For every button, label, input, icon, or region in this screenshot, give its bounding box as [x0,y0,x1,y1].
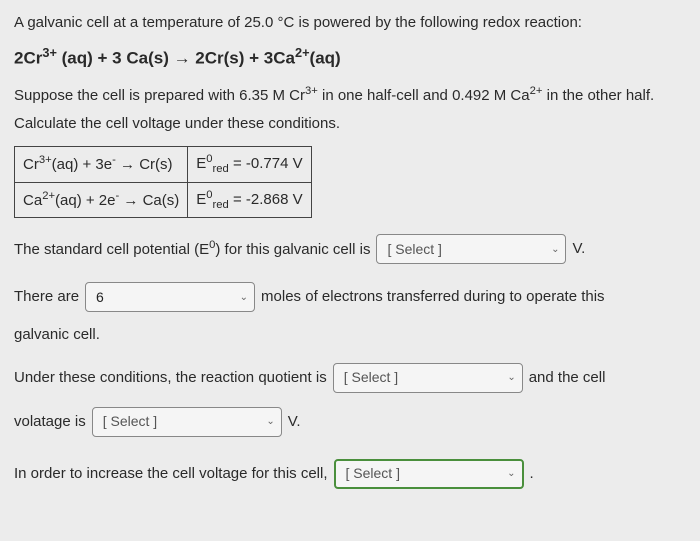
select-placeholder: [ Select ] [103,411,157,432]
intro-text: A galvanic cell at a temperature of 25.0… [14,12,686,35]
cell-voltage-select[interactable]: [ Select ] ⌄ [92,407,282,437]
chevron-down-icon: ⌄ [507,466,515,481]
q3-pre: Under these conditions, the reaction quo… [14,367,327,390]
standard-potential-select[interactable]: [ Select ] ⌄ [376,234,566,264]
half-potential-2: E0red = -2.868 V [188,182,311,218]
select-placeholder: [ Select ] [344,367,398,388]
half-cell-table: Cr3+(aq) + 3e- → Cr(s) E0red = -0.774 V … [14,146,312,219]
table-row: Ca2+(aq) + 2e- → Ca(s) E0red = -2.868 V [15,182,312,218]
half-reaction-2: Ca2+(aq) + 2e- → Ca(s) [15,182,188,218]
chevron-down-icon: ⌄ [507,370,515,385]
chevron-down-icon: ⌄ [240,290,248,305]
volt-label: V. [572,238,585,261]
period: . [530,463,534,486]
q1-text: The standard cell potential (E0) for thi… [14,237,370,262]
reaction-quotient-select[interactable]: [ Select ] ⌄ [333,363,523,393]
increase-voltage-select[interactable]: [ Select ] ⌄ [334,459,524,489]
chevron-down-icon: ⌄ [551,242,559,257]
half-potential-1: E0red = -0.774 V [188,146,311,182]
half-reaction-1: Cr3+(aq) + 3e- → Cr(s) [15,146,188,182]
redox-equation: 2Cr3+ (aq) + 3 Ca(s) → 2Cr(s) + 3Ca2+(aq… [14,43,686,71]
q2-post: moles of electrons transferred during to… [261,286,605,309]
q2-pre: There are [14,286,79,309]
select-placeholder: [ Select ] [387,239,441,260]
chevron-down-icon: ⌄ [266,414,274,429]
table-row: Cr3+(aq) + 3e- → Cr(s) E0red = -0.774 V [15,146,312,182]
calculate-text: Calculate the cell voltage under these c… [14,113,686,136]
q2-continuation: galvanic cell. [14,324,686,347]
select-placeholder: [ Select ] [346,463,400,484]
q3-post: and the cell [529,367,606,390]
preparation-text: Suppose the cell is prepared with 6.35 M… [14,83,686,108]
moles-select[interactable]: 6 ⌄ [85,282,255,312]
volt-label: V. [288,411,301,434]
moles-value: 6 [96,287,104,308]
q4-pre: volatage is [14,411,86,434]
q5-pre: In order to increase the cell voltage fo… [14,463,328,486]
